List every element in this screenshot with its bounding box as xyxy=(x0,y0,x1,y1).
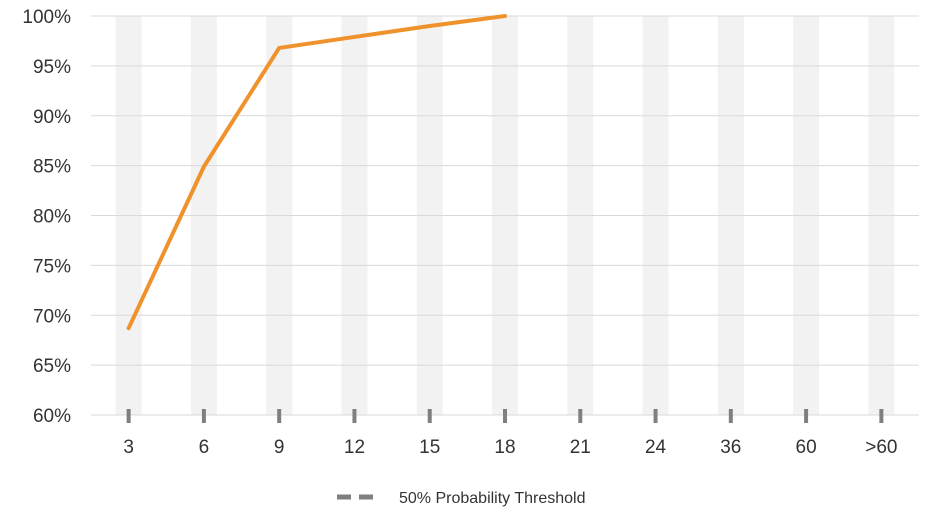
legend-label: 50% Probability Threshold xyxy=(399,490,585,507)
series-line xyxy=(126,14,507,331)
y-tick-label: 80% xyxy=(33,207,71,228)
x-tick-label: 12 xyxy=(344,437,365,458)
x-tick-label: 36 xyxy=(720,437,741,458)
y-tick-label: 75% xyxy=(33,256,71,277)
y-tick-label: 95% xyxy=(33,57,71,78)
y-axis: 60% 65% 70% 75% 80% 85% 90% 95% 100% xyxy=(22,7,71,427)
x-tick-label: 24 xyxy=(645,437,667,458)
legend: 50% Probability Threshold xyxy=(337,490,585,507)
x-tick-label: 21 xyxy=(570,437,591,458)
x-axis: 3 6 9 12 15 18 21 24 36 60 >60 xyxy=(123,409,897,458)
x-tick-label: 18 xyxy=(494,437,515,458)
x-tick-label: 15 xyxy=(419,437,440,458)
x-tick-label: 60 xyxy=(796,437,817,458)
x-tick-label: >60 xyxy=(865,437,897,458)
y-tick-label: 65% xyxy=(33,356,71,377)
y-tick-label: 60% xyxy=(33,406,71,427)
y-tick-label: 90% xyxy=(33,107,71,128)
y-tick-label: 85% xyxy=(33,157,71,178)
x-tick-label: 3 xyxy=(123,437,134,458)
y-tick-label: 100% xyxy=(22,7,71,28)
y-tick-label: 70% xyxy=(33,306,71,327)
x-tick-label: 6 xyxy=(199,437,210,458)
x-tick-label: 9 xyxy=(274,437,285,458)
series-layer xyxy=(126,14,507,331)
